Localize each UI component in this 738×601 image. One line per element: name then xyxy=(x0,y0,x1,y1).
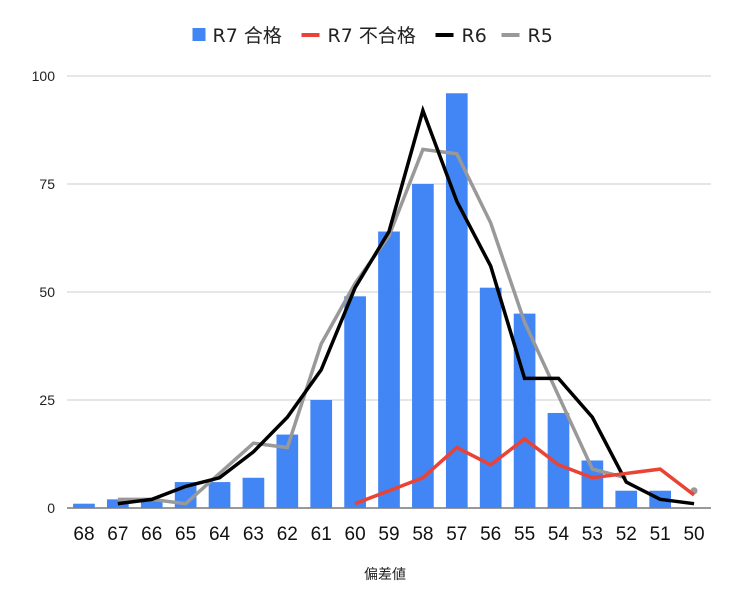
line-series-path xyxy=(354,436,696,506)
bar xyxy=(344,296,366,508)
line-series xyxy=(117,104,698,506)
bar xyxy=(140,499,163,508)
x-tick-label: 57 xyxy=(446,524,467,545)
legend-label: R7 不合格 xyxy=(328,25,416,47)
legend-label: R7 合格 xyxy=(213,25,282,47)
bar xyxy=(378,231,400,508)
x-axis-label: 偏差値 xyxy=(364,567,406,583)
x-tick-label: 68 xyxy=(73,524,94,545)
bar xyxy=(73,503,95,508)
y-tick-label: 100 xyxy=(32,68,56,84)
x-tick-label: 52 xyxy=(616,524,637,545)
x-tick-label: 55 xyxy=(514,524,535,545)
x-axis-ticks: 68 67 66 65 64 63 62 61 60 59 58 57 56 55 54 53 52 51 50 xyxy=(73,524,704,545)
x-tick-label: 58 xyxy=(412,524,433,545)
bar xyxy=(310,400,333,508)
x-tick-label: 62 xyxy=(277,524,298,545)
x-tick-label: 53 xyxy=(582,524,603,545)
x-tick-label: 65 xyxy=(175,524,196,545)
bar xyxy=(615,490,638,508)
bar xyxy=(479,287,502,508)
x-tick-label: 56 xyxy=(480,524,501,545)
bar xyxy=(445,93,468,508)
x-tick-label: 50 xyxy=(683,524,704,545)
x-tick-label: 60 xyxy=(345,524,366,545)
bar xyxy=(208,482,231,508)
legend-swatch xyxy=(192,28,206,41)
x-tick-label: 59 xyxy=(378,524,399,545)
x-tick-label: 63 xyxy=(243,524,264,545)
y-tick-label: 75 xyxy=(39,176,55,192)
y-tick-label: 25 xyxy=(39,392,55,408)
bar xyxy=(276,434,299,508)
x-tick-label: 51 xyxy=(650,524,671,545)
x-tick-label: 66 xyxy=(141,524,162,545)
y-tick-label: 50 xyxy=(39,284,55,300)
y-tick-label: 0 xyxy=(47,500,55,516)
line-series-path xyxy=(117,104,695,506)
bar xyxy=(242,477,265,508)
bar xyxy=(547,412,570,508)
y-axis-ticks: 0 25 50 75 100 xyxy=(32,68,56,516)
x-tick-label: 67 xyxy=(107,524,128,545)
x-tick-label: 54 xyxy=(548,524,570,545)
bar xyxy=(412,184,434,508)
legend-label: R6 xyxy=(462,25,487,47)
x-tick-label: 64 xyxy=(209,524,231,545)
bar xyxy=(581,460,604,508)
legend: R7 合格 R7 不合格 R6 R5 xyxy=(192,25,553,47)
x-tick-label: 61 xyxy=(311,524,332,545)
legend-label: R5 xyxy=(528,25,553,47)
